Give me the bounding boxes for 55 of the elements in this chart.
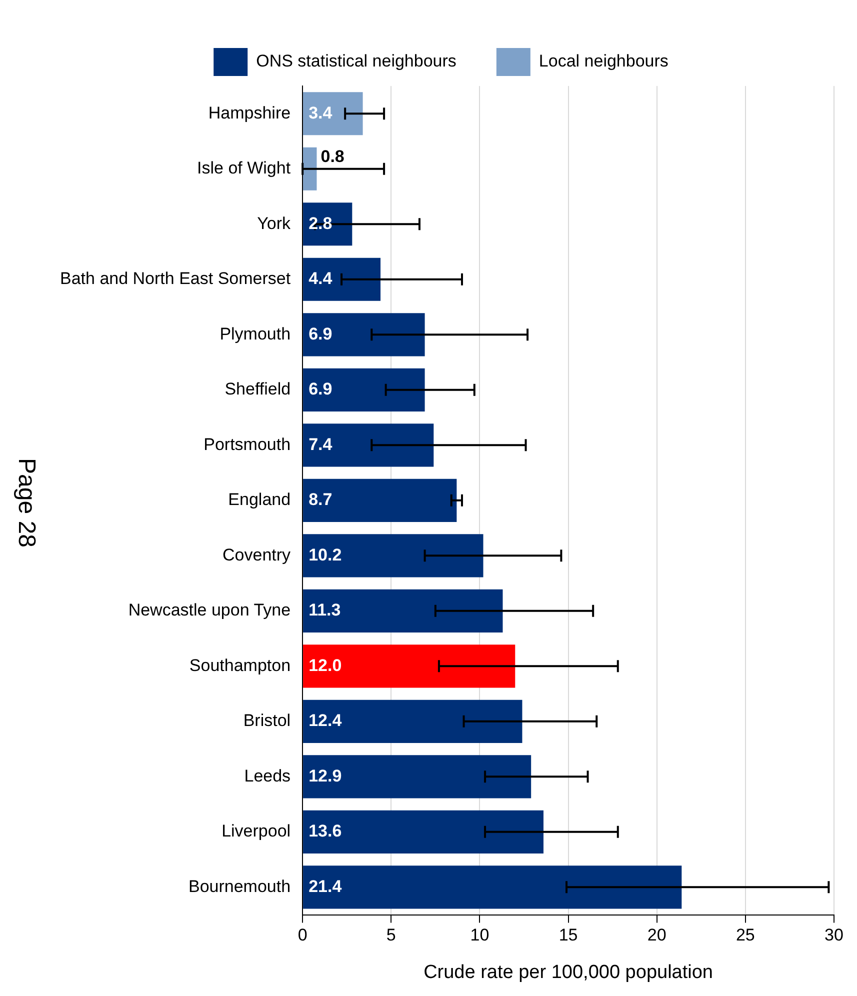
y-tick-label: Southampton <box>189 656 291 675</box>
data-label: 21.4 <box>308 876 342 896</box>
bar <box>303 700 522 743</box>
data-label: 12.0 <box>308 656 342 675</box>
y-tick-label: Leeds <box>244 766 291 786</box>
bar <box>303 147 317 190</box>
y-tick-label: Liverpool <box>222 822 291 841</box>
y-tick-label: Bath and North East Somerset <box>60 269 291 288</box>
data-label: 2.8 <box>308 214 332 233</box>
y-tick-label: York <box>257 214 292 233</box>
x-tick-label: 0 <box>298 926 308 945</box>
bar <box>303 534 484 578</box>
legend-label: Local neighbours <box>538 52 668 71</box>
data-label: 0.8 <box>320 147 344 166</box>
x-tick-label: 25 <box>736 926 755 945</box>
bar <box>303 810 544 854</box>
x-tick-label: 15 <box>558 926 578 945</box>
data-label: 6.9 <box>308 324 332 344</box>
x-tick-label: 30 <box>824 926 844 945</box>
data-label: 6.9 <box>308 380 332 399</box>
data-label: 3.4 <box>308 103 333 122</box>
x-tick-label: 20 <box>647 926 666 945</box>
y-tick-label: Bristol <box>243 711 291 730</box>
y-tick-label: Bournemouth <box>188 876 291 896</box>
bar <box>303 258 381 301</box>
bar <box>303 589 503 632</box>
y-tick-label: Hampshire <box>208 103 291 122</box>
data-label: 11.3 <box>308 600 341 620</box>
data-label: 13.6 <box>308 822 342 841</box>
bar <box>303 866 682 909</box>
y-tick-label: Coventry <box>222 545 292 564</box>
legend-label: ONS statistical neighbours <box>256 52 456 71</box>
bar <box>303 478 457 522</box>
y-tick-label: Newcastle upon Tyne <box>128 600 291 620</box>
data-label: 12.4 <box>308 711 342 730</box>
text: Page 28 <box>12 458 40 548</box>
y-tick-label: Portsmouth <box>204 434 291 454</box>
x-tick-label: 5 <box>386 926 396 945</box>
x-tick-label: 10 <box>470 926 490 945</box>
data-label: 4.4 <box>308 269 333 288</box>
y-tick-label: Isle of Wight <box>197 158 291 178</box>
data-label: 8.7 <box>308 490 332 510</box>
y-tick-label: Plymouth <box>220 324 291 344</box>
data-label: 10.2 <box>308 545 342 564</box>
x-axis-title: Crude rate per 100,000 population <box>424 962 713 983</box>
data-label: 12.9 <box>308 766 342 786</box>
bar <box>303 368 425 412</box>
bar <box>303 424 434 467</box>
bar <box>303 92 363 136</box>
bar <box>303 644 516 688</box>
bar <box>303 755 532 798</box>
y-tick-label: Sheffield <box>224 380 291 399</box>
bar <box>303 313 425 356</box>
data-label: 7.4 <box>308 434 333 454</box>
y-tick-label: England <box>228 490 291 510</box>
